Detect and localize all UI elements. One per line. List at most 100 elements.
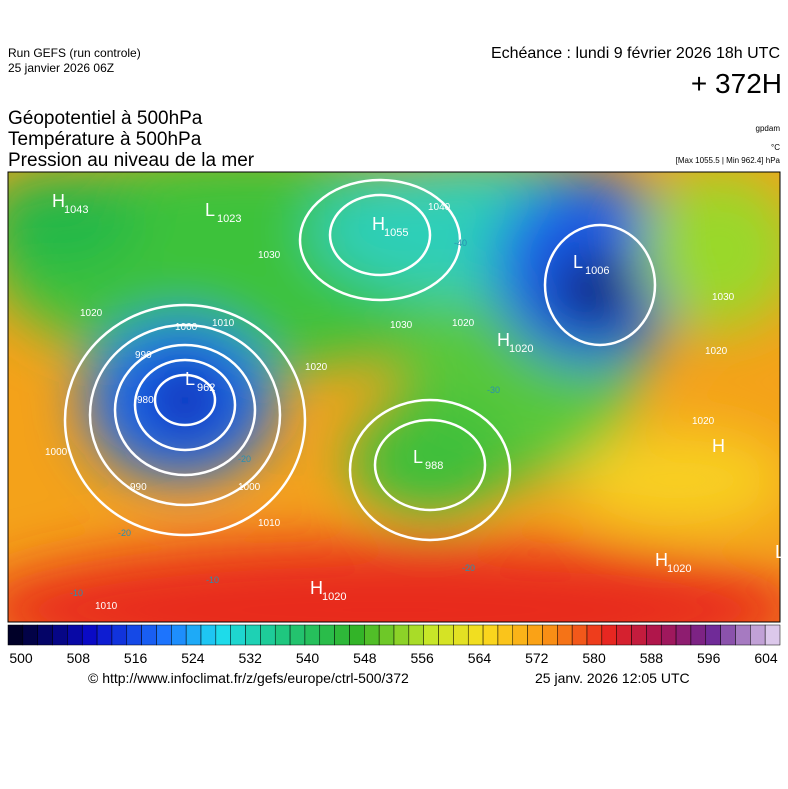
temp-label: -30 — [487, 385, 500, 395]
colorbar-swatch — [230, 624, 246, 646]
title: Température à 500hPa — [8, 129, 202, 150]
colorbar-label: 540 — [296, 650, 320, 666]
colorbar-swatch — [601, 624, 617, 646]
run-date: 25 janvier 2026 06Z — [8, 61, 115, 75]
colorbar-swatch — [319, 624, 335, 646]
isobar-label: 1030 — [712, 292, 735, 303]
colorbar-swatch — [764, 624, 781, 646]
colorbar-swatch — [141, 624, 157, 646]
temp-label: -10 — [206, 575, 219, 585]
colorbar-label: 588 — [640, 650, 664, 666]
colorbar-swatch — [52, 624, 68, 646]
colorbar-swatch — [334, 624, 350, 646]
isobar-label: 990 — [135, 350, 152, 361]
unit: gpdam — [755, 124, 780, 133]
colorbar-swatch — [364, 624, 380, 646]
isobar-label: 1020 — [705, 346, 728, 357]
center-letter: H — [372, 214, 385, 234]
colorbar-label: 604 — [754, 650, 778, 666]
colorbar-swatch — [423, 624, 439, 646]
title: Géopotentiel à 500hPa — [8, 108, 203, 129]
colorbar-label: 532 — [239, 650, 263, 666]
lead-time: + 372H — [690, 68, 782, 99]
colorbar-swatch — [126, 624, 142, 646]
temp-label: -20 — [118, 528, 131, 538]
temp-label: -10 — [70, 588, 83, 598]
isobar-label: 980 — [137, 395, 154, 406]
center-letter: L — [573, 252, 583, 272]
colorbar-swatch — [542, 624, 558, 646]
colorbar-swatch — [22, 624, 38, 646]
colorbar-label: 556 — [410, 650, 434, 666]
center-value: 1020 — [509, 343, 533, 355]
colorbar-swatch — [156, 624, 172, 646]
title: Pression au niveau de la mer — [8, 150, 255, 171]
center-letter: H — [310, 578, 323, 598]
colorbar-swatch — [467, 624, 484, 646]
temp-label: -20 — [238, 454, 251, 464]
colorbar-swatch — [735, 624, 751, 646]
colorbar-swatch — [171, 624, 187, 646]
run: Run GEFS (run controle) — [8, 46, 141, 60]
colorbar-swatch — [67, 624, 83, 646]
colorbar-swatch — [7, 624, 24, 646]
center-value: 1006 — [585, 265, 609, 277]
isobar-label: 1020 — [692, 416, 715, 427]
source-url: © http://www.infoclimat.fr/z/gefs/europe… — [88, 670, 409, 686]
isobar-label: 1000 — [238, 482, 261, 493]
unit: °C — [771, 143, 780, 152]
isobar-label: 1040 — [428, 202, 451, 213]
colorbar-label: 580 — [582, 650, 606, 666]
colorbar-swatch — [408, 624, 424, 646]
colorbar-swatch — [675, 624, 692, 646]
colorbar-swatch — [571, 624, 588, 646]
isobar-label: 1030 — [390, 320, 413, 331]
colorbar-swatch — [482, 624, 499, 646]
colorbar-swatch — [631, 624, 647, 646]
colorbar-swatch — [527, 624, 543, 646]
center-letter: L — [413, 447, 423, 467]
colorbar-label: 596 — [697, 650, 721, 666]
colorbar-swatch — [616, 624, 632, 646]
center-value: 1020 — [322, 591, 346, 603]
colorbar-swatch — [274, 624, 291, 646]
colorbar-label: 500 — [9, 650, 33, 666]
colorbar-swatch — [646, 624, 662, 646]
colorbar-swatch — [96, 624, 113, 646]
center-letter: H — [497, 330, 510, 350]
echeance: Echéance : lundi 9 février 2026 18h UTC — [490, 45, 780, 62]
colorbar-swatch — [453, 624, 469, 646]
center-letter: H — [712, 436, 725, 456]
center-value: 1020 — [667, 563, 691, 575]
colorbar-swatch — [185, 624, 202, 646]
colorbar-label: 508 — [67, 650, 91, 666]
colorbar-swatch — [378, 624, 395, 646]
timestamp: 25 janv. 2026 12:05 UTC — [535, 670, 690, 686]
colorbar-swatch — [260, 624, 276, 646]
colorbar-swatch — [660, 624, 677, 646]
colorbar-swatch — [438, 624, 454, 646]
isobar-label: 1020 — [80, 308, 103, 319]
center-value: 1043 — [64, 204, 88, 216]
isobar-label: 1020 — [452, 318, 475, 329]
colorbar-swatch — [690, 624, 707, 646]
colorbar-swatch — [200, 624, 217, 646]
isobar-label: 1010 — [95, 601, 118, 612]
colorbar-swatch — [393, 624, 410, 646]
isobar-label: 1000 — [175, 322, 198, 333]
temp-label: -40 — [454, 238, 467, 248]
colorbar-swatch — [586, 624, 603, 646]
colorbar-swatch — [750, 624, 766, 646]
colorbar-label: 516 — [124, 650, 148, 666]
colorbar-swatch — [304, 624, 321, 646]
colorbar-label: 572 — [525, 650, 549, 666]
colorbar-swatch — [349, 624, 365, 646]
colorbar-swatch — [720, 624, 736, 646]
isobar-label: 1030 — [258, 250, 281, 261]
isobar-label: 1000 — [45, 447, 68, 458]
center-value: 962 — [197, 382, 215, 394]
colorbar-swatch — [111, 624, 128, 646]
max-min: [Max 1055.5 | Min 962.4] hPa — [675, 156, 780, 165]
